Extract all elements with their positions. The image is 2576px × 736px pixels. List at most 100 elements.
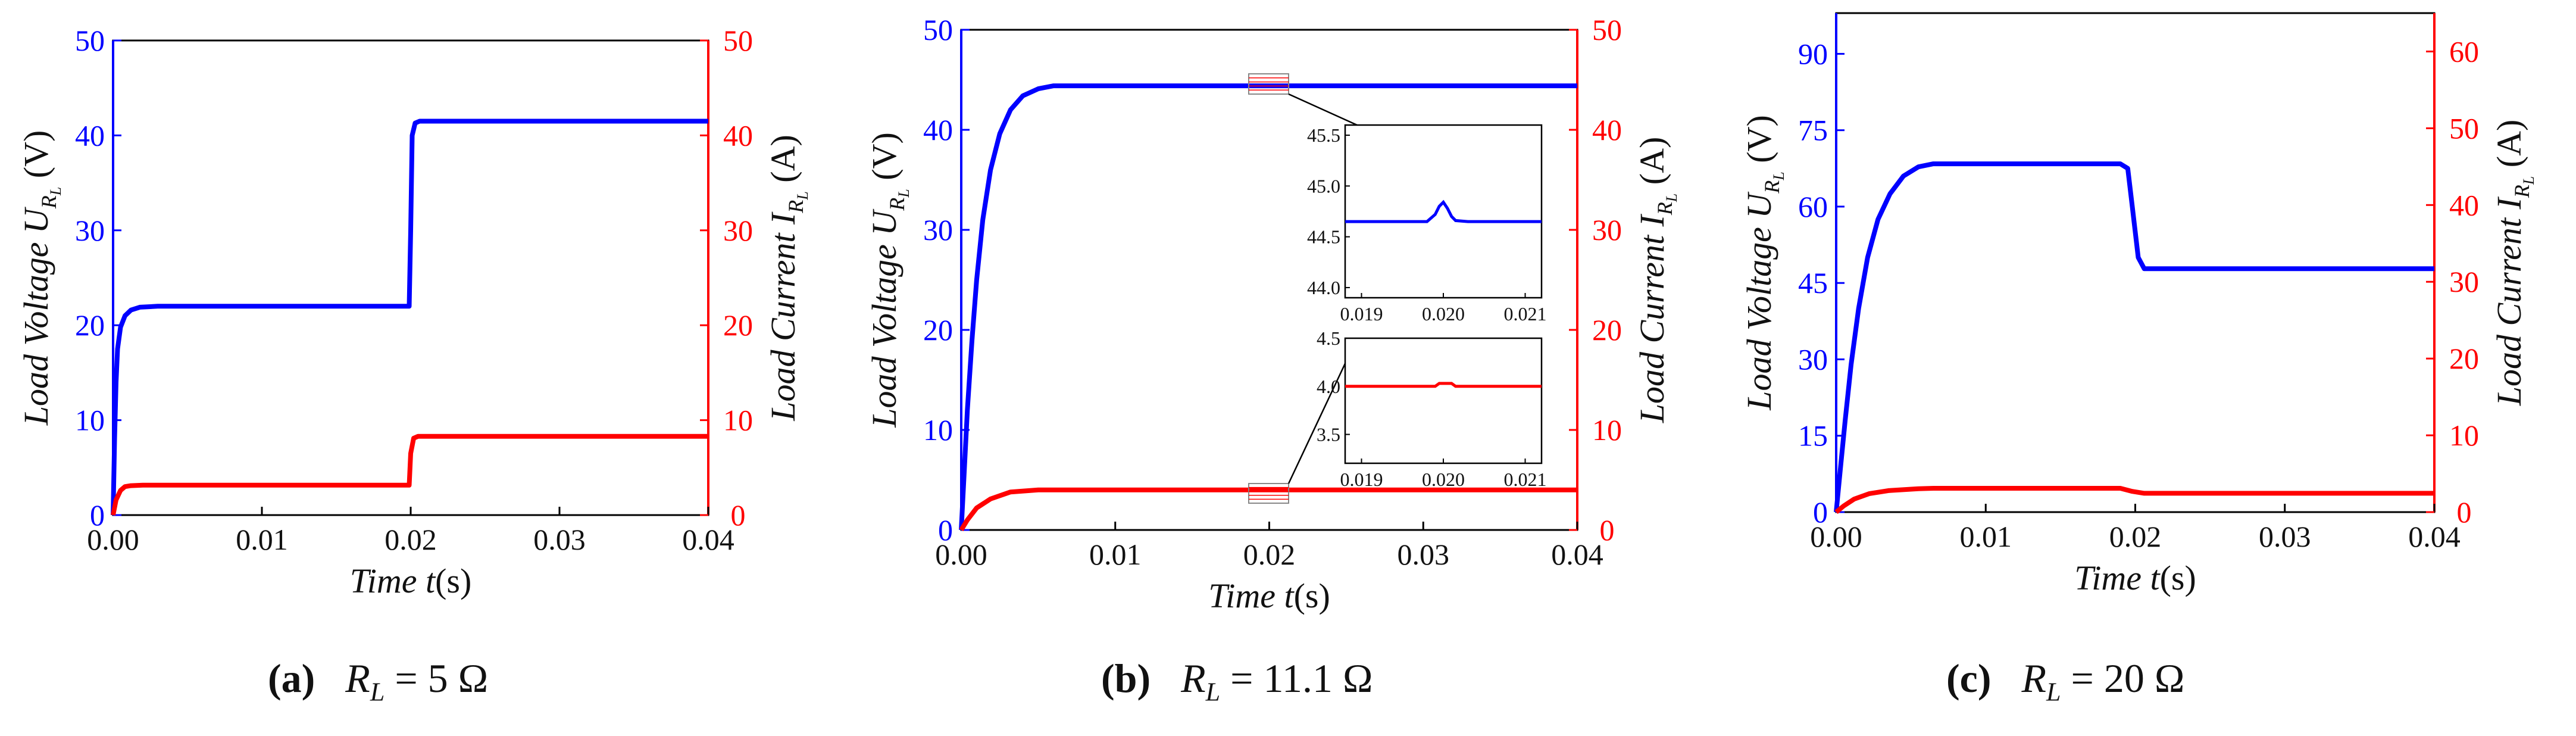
chart-a: 0.00 0.01 0.02 0.03 0.0401020304050010203040…	[17, 24, 811, 600]
left-y-tick-label: 50	[75, 24, 105, 57]
caption-b-sub: L	[1205, 677, 1221, 707]
inset-x-tick-label: 0.021	[1504, 303, 1547, 325]
inset-frame	[1344, 337, 1543, 464]
x-tick-label: 0.03	[1398, 538, 1450, 571]
right-y-tick-label: 10	[723, 404, 753, 437]
right-y-axis-label: Load Current IRL (A)	[764, 135, 811, 422]
x-tick-label: 0.01	[1089, 538, 1142, 571]
inset-series-line	[1345, 382, 1542, 388]
left-y-tick-label: 40	[923, 113, 953, 146]
caption-a-var: R	[345, 656, 370, 701]
left-y-tick-label: 10	[75, 404, 105, 437]
caption-a: (a) RL = 5 Ω	[268, 655, 488, 707]
x-tick-label: 0.00	[935, 538, 987, 571]
left-y-tick-label: 45	[1798, 266, 1828, 300]
right-y-tick-label: 20	[723, 308, 753, 342]
x-tick-label: 0.01	[236, 523, 288, 556]
x-tick-label: 0.02	[2109, 520, 2162, 553]
left-y-axis-label: Load Voltage URL (V)	[1740, 115, 1787, 411]
left-y-axis-label: Load Voltage URL (V)	[17, 130, 64, 426]
inset-x-tick-label: 0.019	[1340, 303, 1383, 325]
x-tick-label: 0.03	[2259, 520, 2311, 553]
inset-x-tick-label: 0.019	[1340, 469, 1383, 490]
left-y-tick-label: 10	[923, 413, 953, 447]
x-tick-label: 0.04	[1551, 538, 1603, 571]
caption-a-rest: = 5 Ω	[384, 656, 489, 701]
caption-a-sub: L	[370, 677, 385, 707]
inset-y-tick-label: 45.5	[1307, 124, 1340, 146]
right-y-axis-label: Load Current IRL (A)	[1633, 137, 1680, 424]
right-y-tick-label: 10	[1592, 413, 1622, 447]
inset-frame	[1344, 124, 1543, 299]
right-y-tick-label: 50	[2449, 111, 2479, 145]
left-y-tick-label: 20	[923, 313, 953, 347]
left-y-tick-label: 0	[1813, 495, 1828, 529]
voltage-series-line	[1834, 161, 2434, 513]
left-y-tick-label: 15	[1798, 419, 1828, 453]
inset-voltage: 0.019 0.020 0.021 44.0 44.5 45.0 45.5	[1248, 73, 1547, 325]
caption-c-var: R	[2021, 656, 2047, 701]
x-tick-label: 0.00	[87, 523, 139, 556]
left-y-tick-label: 30	[75, 214, 105, 247]
x-tick-label: 0.01	[1960, 520, 2012, 553]
chart-b: 0.00 0.01 0.02 0.03 0.0401020304050010203040…	[865, 13, 1680, 615]
x-axis-label: Time t(s)	[1208, 576, 1330, 615]
current-series-line	[959, 487, 1577, 532]
right-y-tick-label: 20	[2449, 342, 2479, 375]
right-y-tick-label: 40	[723, 118, 753, 152]
x-tick-label: 0.02	[1243, 538, 1296, 571]
left-y-tick-label: 75	[1798, 114, 1828, 147]
voltage-series-line	[959, 83, 1577, 531]
left-y-tick-label: 40	[75, 118, 105, 152]
left-y-tick-label: 30	[923, 213, 953, 247]
inset-y-tick-label: 44.0	[1307, 277, 1340, 298]
x-axis-label: Time t(s)	[2074, 559, 2196, 597]
x-tick-label: 0.00	[1810, 520, 1862, 553]
inset-series-line	[1345, 199, 1542, 223]
right-y-axis-label: Load Current IRL (A)	[2490, 120, 2537, 407]
inset-y-tick-label: 45.0	[1307, 175, 1340, 197]
caption-a-tag: (a)	[268, 656, 315, 701]
caption-b: (b) RL = 11.1 Ω	[1101, 655, 1373, 707]
x-tick-label: 0.04	[682, 523, 734, 556]
right-y-tick-label: 0	[2457, 495, 2472, 529]
zoom-region-marker	[1248, 483, 1289, 504]
left-y-tick-label: 0	[938, 513, 953, 547]
x-tick-label: 0.02	[384, 523, 437, 556]
right-y-tick-label: 10	[2449, 419, 2479, 452]
caption-b-rest: = 11.1 Ω	[1220, 656, 1373, 701]
x-tick-label: 0.04	[2408, 520, 2461, 553]
left-y-tick-label: 20	[75, 308, 105, 342]
right-y-tick-label: 60	[2449, 35, 2479, 68]
inset-y-tick-label: 3.5	[1317, 424, 1340, 445]
left-y-tick-label: 60	[1798, 190, 1828, 223]
left-y-axis-label: Load Voltage URL (V)	[865, 132, 912, 428]
inset-x-tick-label: 0.020	[1422, 469, 1465, 490]
right-y-tick-label: 50	[1592, 13, 1622, 46]
right-y-tick-label: 30	[2449, 265, 2479, 298]
inset-current: 0.019 0.020 0.021 3.5 4.0 4.5	[1248, 328, 1547, 504]
left-y-tick-label: 90	[1798, 37, 1828, 70]
zoom-region-marker	[1248, 73, 1289, 95]
voltage-series-line	[111, 118, 708, 516]
chart-c: 0.00 0.01 0.02 0.03 0.0401530456075900102030…	[1740, 12, 2537, 597]
right-y-tick-label: 30	[723, 214, 753, 247]
right-y-tick-label: 0	[1600, 513, 1615, 547]
left-y-tick-label: 50	[923, 13, 953, 46]
current-series-line	[1834, 486, 2434, 514]
right-y-tick-label: 20	[1592, 313, 1622, 347]
caption-b-tag: (b)	[1101, 656, 1151, 701]
right-y-tick-label: 40	[1592, 113, 1622, 146]
inset-y-tick-label: 4.0	[1317, 376, 1340, 397]
inset-x-tick-label: 0.021	[1504, 469, 1547, 490]
caption-c-tag: (c)	[1946, 656, 1992, 701]
current-series-line	[111, 434, 708, 516]
inset-x-tick-label: 0.020	[1422, 303, 1465, 325]
inset-y-tick-label: 44.5	[1307, 226, 1340, 248]
right-y-tick-label: 50	[723, 24, 753, 57]
caption-b-var: R	[1181, 656, 1206, 701]
zoom-connector-line	[1288, 93, 1358, 126]
caption-c: (c) RL = 20 Ω	[1946, 655, 2184, 707]
right-y-tick-label: 40	[2449, 188, 2479, 222]
